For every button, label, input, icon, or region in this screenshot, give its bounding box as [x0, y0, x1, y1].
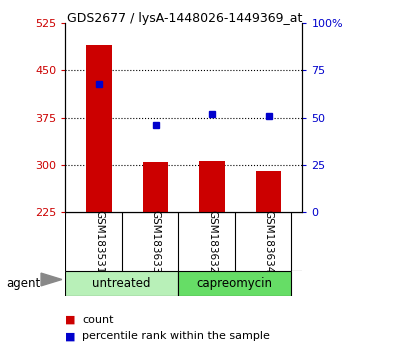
Text: percentile rank within the sample: percentile rank within the sample: [82, 331, 270, 341]
Bar: [199, 161, 225, 212]
Bar: [143, 162, 168, 212]
Bar: [256, 171, 281, 212]
Text: capreomycin: capreomycin: [197, 277, 273, 290]
Text: untreated: untreated: [92, 277, 151, 290]
Text: count: count: [82, 315, 113, 325]
Text: GSM183531: GSM183531: [94, 210, 104, 273]
Bar: [86, 45, 112, 212]
Text: ■: ■: [65, 315, 76, 325]
Text: GSM183633: GSM183633: [150, 210, 160, 273]
Text: GSM183632: GSM183632: [207, 210, 217, 273]
Text: agent: agent: [6, 277, 41, 290]
Text: ■: ■: [65, 331, 76, 341]
Bar: [178, 271, 291, 296]
Text: GDS2677 / lysA-1448026-1449369_at: GDS2677 / lysA-1448026-1449369_at: [67, 12, 302, 25]
Bar: [65, 271, 178, 296]
Polygon shape: [41, 273, 62, 286]
Text: GSM183634: GSM183634: [263, 210, 273, 273]
